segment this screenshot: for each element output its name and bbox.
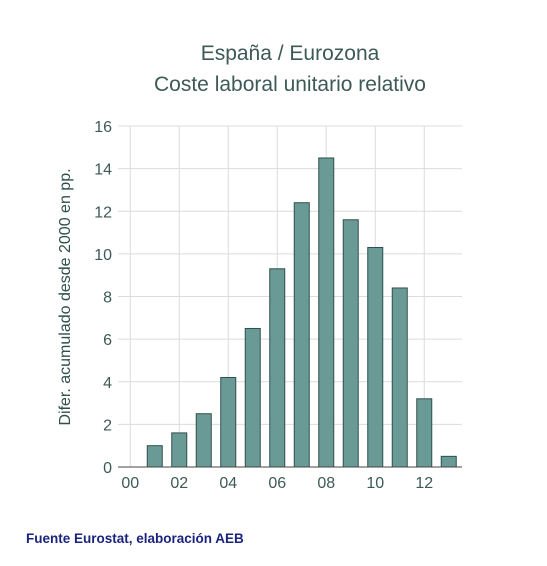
y-tick-label: 8 bbox=[103, 290, 112, 307]
y-tick-label: 2 bbox=[103, 417, 112, 434]
x-tick-label: 10 bbox=[366, 475, 384, 492]
bar-10 bbox=[367, 246, 384, 468]
x-tick-label: 06 bbox=[268, 475, 286, 492]
x-tick-label: 12 bbox=[415, 475, 433, 492]
source-note: Fuente Eurostat, elaboración AEB bbox=[26, 531, 244, 546]
bar-03 bbox=[195, 413, 212, 468]
bar-08 bbox=[318, 157, 335, 468]
y-tick-label: 4 bbox=[103, 375, 112, 392]
bar-13 bbox=[440, 455, 457, 468]
x-tick-label: 08 bbox=[317, 475, 335, 492]
bar-06 bbox=[269, 268, 286, 468]
bar-02 bbox=[171, 432, 188, 468]
y-tick-label: 16 bbox=[94, 119, 112, 136]
y-tick-label: 14 bbox=[94, 162, 112, 179]
chart-title: España / Eurozona bbox=[201, 42, 380, 65]
bar-07 bbox=[293, 202, 310, 468]
grid bbox=[118, 125, 462, 467]
bar-11 bbox=[391, 287, 408, 468]
x-tick-label: 00 bbox=[121, 475, 139, 492]
x-tick-label: 02 bbox=[170, 475, 188, 492]
bars bbox=[146, 157, 457, 468]
y-tick-labels: 0 2 4 6 8 10 12 14 16 bbox=[94, 119, 112, 477]
y-tick-label: 10 bbox=[94, 247, 112, 264]
y-axis-label: Difer. acumulado desde 2000 en pp. bbox=[57, 168, 74, 425]
y-tick-label: 12 bbox=[94, 204, 112, 221]
bar-09 bbox=[342, 219, 359, 468]
chart-subtitle: Coste laboral unitario relativo bbox=[154, 73, 426, 96]
y-tick-label: 6 bbox=[103, 332, 112, 349]
bar-01 bbox=[146, 445, 163, 468]
bar-04 bbox=[220, 376, 237, 468]
y-tick-label: 0 bbox=[103, 460, 112, 477]
x-tick-label: 04 bbox=[219, 475, 237, 492]
bar-12 bbox=[416, 398, 433, 468]
x-tick-labels: 00 02 04 06 08 10 12 bbox=[121, 475, 433, 492]
bar-05 bbox=[244, 327, 261, 468]
